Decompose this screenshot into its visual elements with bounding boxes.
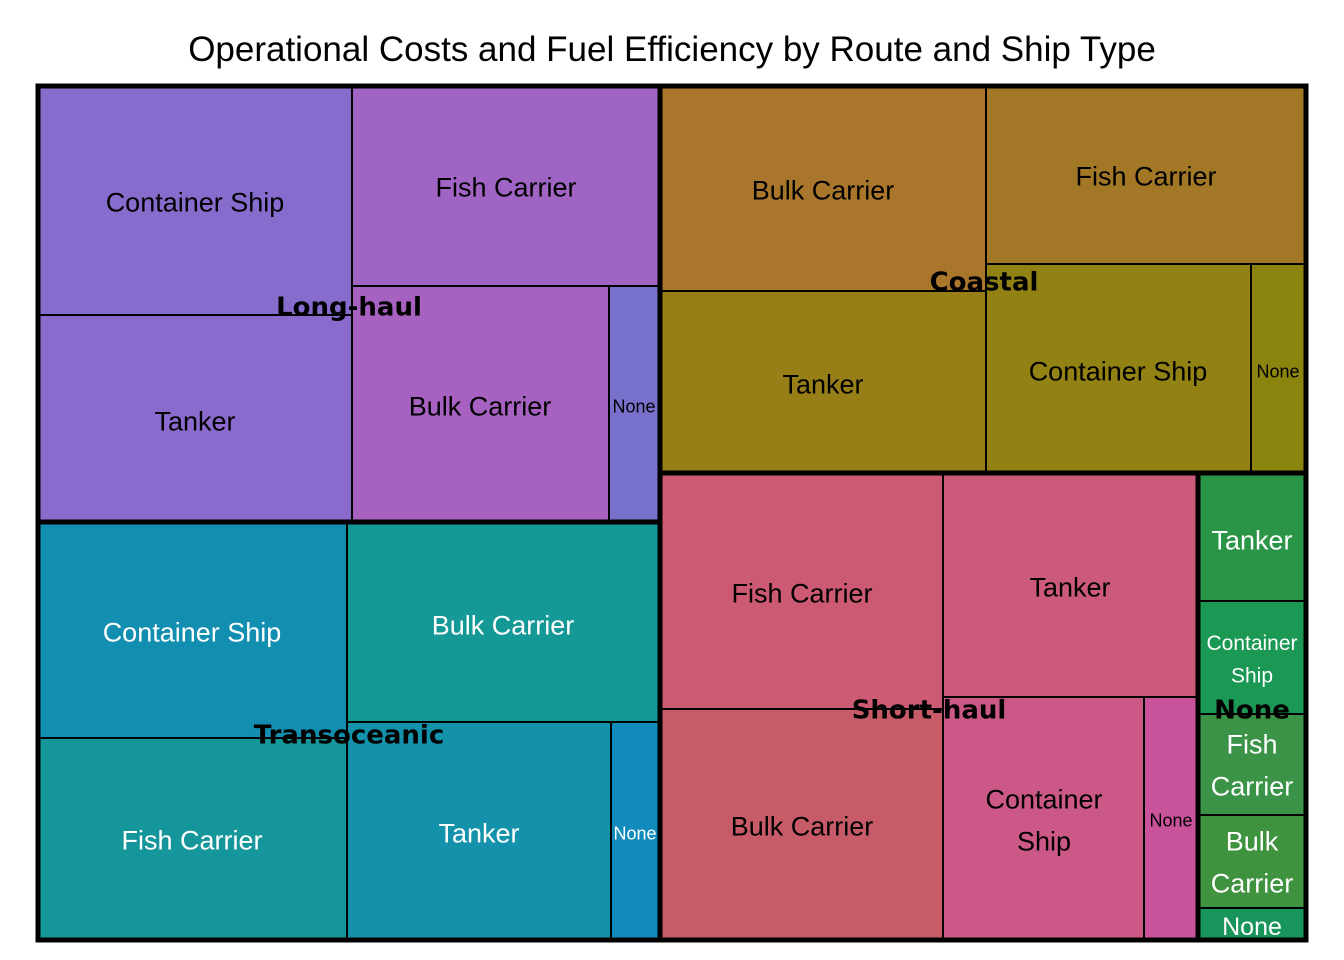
leaf-layer: Container Ship Fish Carrier Tanker Bulk Car… bbox=[37, 85, 1307, 941]
treemap-group-none[interactable] bbox=[1195, 470, 1309, 943]
treemap-tile-none-bulk-carrier[interactable] bbox=[1197, 814, 1307, 909]
tile-label-coastal-tanker: Tanker bbox=[782, 369, 863, 399]
treemap-tile-short-haul-container-ship[interactable] bbox=[942, 696, 1145, 941]
tile-label-short-haul-tanker: Tanker bbox=[1029, 572, 1110, 602]
chart-title: Operational Costs and Fuel Efficiency by… bbox=[188, 30, 1156, 69]
tile-label-short-haul-none: None bbox=[1149, 810, 1192, 830]
tile-label-long-haul-fish-carrier: Fish Carrier bbox=[435, 172, 576, 202]
tile-label-long-haul-none: None bbox=[612, 396, 655, 416]
treemap-tile-long-haul-bulk-carrier[interactable] bbox=[351, 285, 610, 523]
group-label-none: None bbox=[1214, 695, 1290, 725]
tile-label-transoceanic-bulk-carrier: Bulk Carrier bbox=[432, 610, 575, 640]
tile-label-short-haul-container-ship: Container Ship bbox=[985, 785, 1102, 857]
tile-label-coastal-bulk-carrier: Bulk Carrier bbox=[752, 175, 895, 205]
tile-label-long-haul-container-ship: Container Ship bbox=[106, 187, 285, 217]
treemap-tile-coastal-fish-carrier[interactable] bbox=[985, 85, 1307, 265]
tile-label-none-container-ship: Container Ship bbox=[1206, 632, 1297, 688]
treemap-tile-transoceanic-bulk-carrier[interactable] bbox=[346, 521, 661, 723]
treemap-tile-short-haul-tanker[interactable] bbox=[942, 472, 1199, 698]
tile-label-transoceanic-container-ship: Container Ship bbox=[103, 617, 282, 647]
tile-label-none-none: None bbox=[1222, 913, 1282, 941]
treemap-tile-coastal-none[interactable] bbox=[1250, 263, 1307, 474]
treemap-tile-coastal-container-ship[interactable] bbox=[985, 263, 1252, 474]
tile-label-long-haul-bulk-carrier: Bulk Carrier bbox=[409, 391, 552, 421]
group-label-long-haul: Long-haul bbox=[276, 292, 422, 322]
treemap-tile-none-container-ship[interactable] bbox=[1197, 600, 1307, 715]
tile-label-coastal-fish-carrier: Fish Carrier bbox=[1075, 161, 1216, 191]
treemap-tile-short-haul-bulk-carrier[interactable] bbox=[659, 708, 944, 941]
tile-label-transoceanic-fish-carrier: Fish Carrier bbox=[121, 825, 262, 855]
tile-label-short-haul-fish-carrier: Fish Carrier bbox=[731, 578, 872, 608]
tile-label-short-haul-bulk-carrier: Bulk Carrier bbox=[731, 811, 874, 841]
treemap-tile-long-haul-container-ship[interactable] bbox=[37, 85, 353, 316]
treemap-tile-long-haul-tanker[interactable] bbox=[37, 314, 353, 523]
treemap-tile-none-fish-carrier[interactable] bbox=[1197, 713, 1307, 816]
tile-label-long-haul-tanker: Tanker bbox=[154, 406, 235, 436]
tile-label-none-bulk-carrier: Bulk Carrier bbox=[1211, 827, 1294, 899]
tile-label-transoceanic-none: None bbox=[613, 823, 656, 843]
treemap-tile-transoceanic-fish-carrier[interactable] bbox=[37, 737, 348, 941]
tile-label-none-tanker: Tanker bbox=[1211, 525, 1292, 555]
group-label-short-haul: Short-haul bbox=[852, 695, 1007, 725]
group-label-coastal: Coastal bbox=[930, 267, 1039, 297]
tile-label-transoceanic-tanker: Tanker bbox=[438, 818, 519, 848]
treemap-tile-short-haul-none[interactable] bbox=[1143, 696, 1199, 941]
treemap-tile-transoceanic-tanker[interactable] bbox=[346, 721, 612, 941]
tile-label-coastal-container-ship: Container Ship bbox=[1029, 356, 1208, 386]
tile-label-coastal-none: None bbox=[1256, 361, 1299, 381]
group-border-layer bbox=[35, 83, 1309, 943]
treemap-tile-short-haul-fish-carrier[interactable] bbox=[659, 472, 944, 710]
treemap-tile-transoceanic-none[interactable] bbox=[610, 721, 661, 941]
tile-label-none-fish-carrier: Fish Carrier bbox=[1211, 730, 1294, 802]
treemap-tile-coastal-tanker[interactable] bbox=[659, 290, 987, 474]
group-label-layer: Long-haul Coastal Transoceanic Short-haul No… bbox=[254, 267, 1290, 750]
group-label-transoceanic: Transoceanic bbox=[254, 720, 445, 750]
